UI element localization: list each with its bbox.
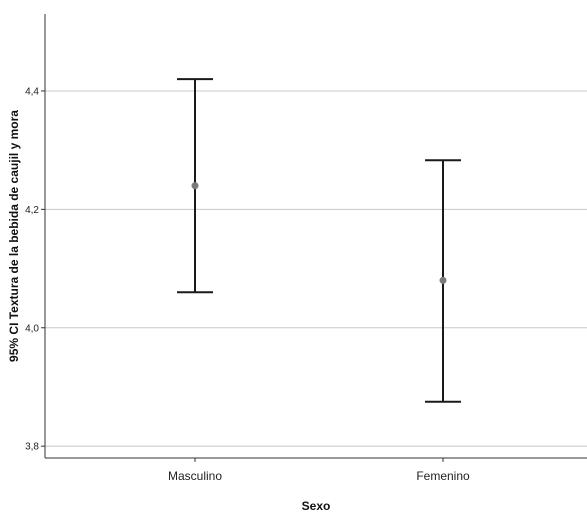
mean-point (191, 182, 199, 190)
y-tick-label: 3,8 (25, 442, 39, 453)
error-bars (177, 78, 461, 403)
y-tick-label: 4,0 (25, 323, 39, 334)
y-tick-label: 4,4 (25, 86, 39, 97)
x-ticks: Masculino Femenino (168, 458, 470, 483)
gridlines (45, 90, 587, 447)
axes (44, 14, 587, 459)
y-ticks: 3,8 4,0 4,2 4,4 (25, 86, 45, 453)
x-tick-label: Femenino (416, 469, 470, 483)
y-tick-label: 4,2 (25, 205, 39, 216)
x-axis-title: Sexo (302, 499, 331, 513)
y-axis-title: 95% CI Textura de la bebida de caujil y … (7, 110, 21, 362)
mean-point (439, 276, 447, 284)
x-tick-label: Masculino (168, 469, 222, 483)
